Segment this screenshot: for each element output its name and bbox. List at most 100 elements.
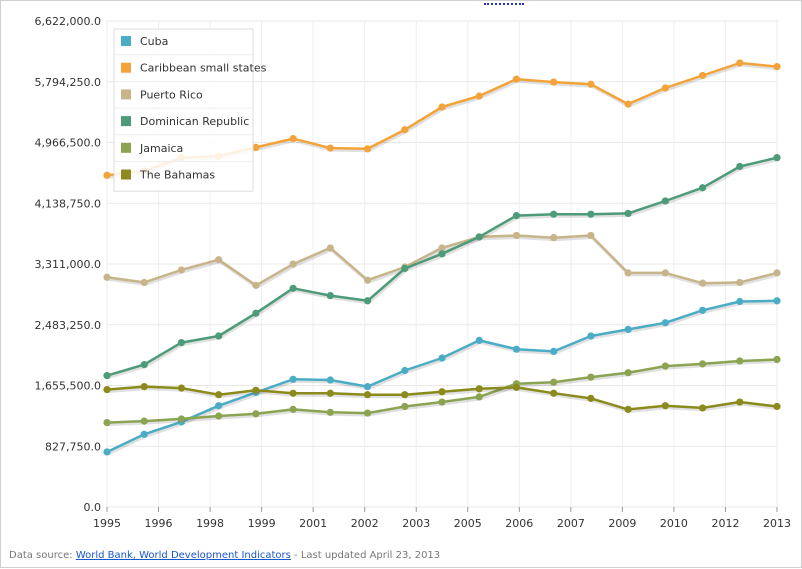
data-point[interactable] [512, 383, 521, 391]
data-point[interactable] [289, 405, 297, 413]
data-point[interactable] [103, 171, 111, 179]
data-point[interactable] [177, 266, 186, 274]
data-point[interactable] [215, 402, 223, 410]
data-point[interactable] [215, 256, 223, 264]
data-point[interactable] [401, 366, 409, 375]
data-point[interactable] [475, 393, 483, 401]
data-point[interactable] [289, 134, 297, 143]
data-point[interactable] [475, 336, 483, 345]
data-point[interactable] [438, 388, 446, 396]
data-point[interactable] [475, 385, 483, 393]
data-point[interactable] [698, 71, 707, 80]
data-point[interactable] [550, 347, 558, 356]
data-point[interactable] [438, 244, 446, 252]
data-point[interactable] [326, 292, 334, 300]
data-point[interactable] [661, 362, 669, 370]
data-point[interactable] [698, 306, 707, 314]
data-point[interactable] [326, 408, 334, 416]
data-point[interactable] [252, 410, 260, 418]
legend-item[interactable]: Caribbean small states [114, 54, 267, 75]
data-point[interactable] [401, 126, 409, 134]
data-point[interactable] [624, 325, 632, 333]
series-puerto-rico[interactable] [103, 231, 781, 290]
data-point[interactable] [363, 145, 372, 153]
data-point[interactable] [736, 398, 744, 406]
legend[interactable]: Cuba Caribbean small states Puerto Rico Dom… [113, 28, 267, 192]
data-point[interactable] [401, 391, 409, 399]
data-point[interactable] [550, 234, 558, 242]
data-point[interactable] [215, 332, 223, 340]
data-point[interactable] [587, 394, 595, 402]
data-point[interactable] [736, 297, 744, 306]
data-point[interactable] [550, 378, 558, 386]
data-point[interactable] [363, 297, 372, 305]
data-point[interactable] [587, 80, 595, 88]
title-link-fragment[interactable] [484, 1, 524, 5]
data-point[interactable] [215, 391, 223, 399]
data-point[interactable] [140, 383, 148, 391]
data-point[interactable] [773, 269, 781, 277]
data-point[interactable] [103, 372, 111, 380]
data-point[interactable] [177, 384, 186, 392]
data-point[interactable] [624, 369, 632, 377]
data-point[interactable] [140, 430, 148, 438]
data-point[interactable] [475, 92, 483, 100]
data-point[interactable] [289, 284, 297, 292]
data-point[interactable] [438, 250, 446, 258]
data-point[interactable] [773, 297, 781, 305]
data-point[interactable] [736, 357, 744, 365]
data-point[interactable] [661, 402, 669, 410]
data-point[interactable] [587, 210, 595, 218]
data-point[interactable] [252, 386, 260, 394]
data-point[interactable] [438, 103, 446, 111]
data-point[interactable] [103, 273, 111, 281]
data-point[interactable] [326, 144, 334, 152]
data-point[interactable] [363, 391, 372, 399]
data-point[interactable] [140, 361, 148, 369]
data-point[interactable] [289, 389, 297, 397]
data-point[interactable] [661, 319, 669, 327]
data-point[interactable] [550, 78, 558, 86]
data-point[interactable] [624, 209, 632, 218]
data-point[interactable] [103, 448, 111, 456]
data-point[interactable] [177, 339, 186, 347]
data-point[interactable] [252, 143, 260, 151]
data-point[interactable] [289, 260, 297, 268]
series-the-bahamas[interactable] [103, 383, 781, 413]
data-point[interactable] [289, 375, 297, 383]
data-point[interactable] [512, 345, 521, 353]
data-point[interactable] [438, 354, 446, 362]
data-point[interactable] [252, 309, 260, 317]
legend-item[interactable]: Dominican Republic [114, 107, 253, 128]
data-point[interactable] [587, 373, 595, 381]
data-point[interactable] [512, 75, 521, 83]
data-point[interactable] [103, 385, 111, 394]
legend-item[interactable]: Jamaica [114, 134, 253, 155]
data-point[interactable] [698, 404, 707, 412]
data-point[interactable] [736, 59, 744, 67]
data-point[interactable] [252, 281, 260, 289]
data-point[interactable] [438, 398, 446, 406]
data-point[interactable] [698, 279, 707, 287]
data-point[interactable] [401, 264, 409, 273]
data-point[interactable] [773, 63, 781, 71]
data-point[interactable] [587, 332, 595, 340]
data-point[interactable] [773, 402, 781, 411]
legend-item[interactable]: Puerto Rico [114, 80, 253, 101]
data-point[interactable] [215, 412, 223, 420]
data-point[interactable] [661, 269, 669, 277]
data-point[interactable] [363, 276, 372, 284]
data-point[interactable] [177, 415, 186, 423]
data-point[interactable] [661, 84, 669, 92]
legend-item[interactable]: Cuba [121, 35, 168, 48]
data-point[interactable] [363, 383, 372, 391]
data-point[interactable] [736, 162, 744, 171]
data-point[interactable] [550, 389, 558, 397]
data-point[interactable] [550, 210, 558, 218]
data-point[interactable] [140, 278, 148, 287]
data-point[interactable] [326, 389, 334, 397]
data-point[interactable] [587, 231, 595, 240]
data-point[interactable] [140, 417, 148, 425]
data-point[interactable] [624, 269, 632, 277]
data-point[interactable] [512, 231, 521, 240]
